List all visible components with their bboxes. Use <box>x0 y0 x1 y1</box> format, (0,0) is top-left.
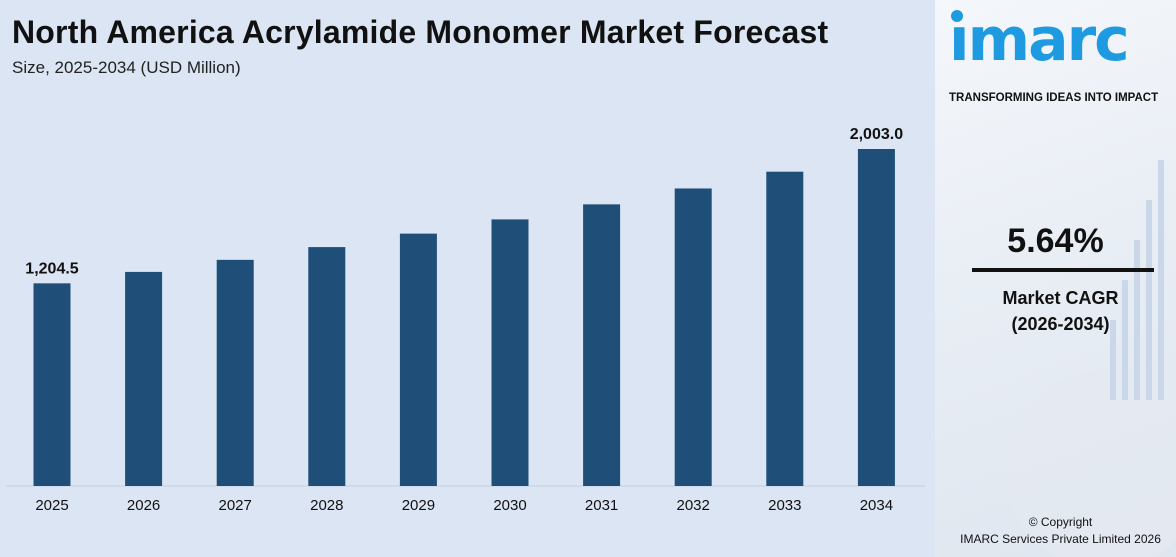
imarc-logo: ımarc <box>949 5 1130 75</box>
bar-2027 <box>216 259 254 486</box>
decorative-bars <box>1110 150 1170 400</box>
cagr-label-line1: Market CAGR <box>1002 288 1119 308</box>
cagr-label: Market CAGR (2026-2034) <box>935 285 1176 337</box>
bar-2031 <box>583 204 621 487</box>
x-tick-label-2026: 2026 <box>127 497 160 514</box>
cagr-divider <box>972 268 1154 272</box>
bar-2028 <box>308 247 346 486</box>
x-tick-label-2033: 2033 <box>768 497 801 514</box>
x-tick-label-2034: 2034 <box>860 497 893 514</box>
bar-2030 <box>491 219 529 486</box>
copyright: © Copyright IMARC Services Private Limit… <box>935 514 1176 548</box>
cagr-value: 5.64% <box>1007 222 1104 260</box>
data-label-2034: 2,003.0 <box>850 126 903 143</box>
x-tick-label-2028: 2028 <box>310 497 343 514</box>
x-tick-label-2031: 2031 <box>585 497 618 514</box>
data-label-2025: 1,204.5 <box>25 260 78 277</box>
bar-2029 <box>399 233 437 486</box>
x-tick-label-2025: 2025 <box>35 497 68 514</box>
x-tick-label-2027: 2027 <box>219 497 252 514</box>
bar-2033 <box>766 171 804 487</box>
bar-2025 <box>33 283 71 486</box>
bar-2026 <box>125 271 163 486</box>
copyright-line1: © Copyright <box>1028 515 1093 529</box>
chart-panel: North America Acrylamide Monomer Market … <box>0 0 935 557</box>
copyright-line2: IMARC Services Private Limited 2026 <box>960 532 1161 546</box>
bar-2034 <box>857 149 895 486</box>
logo-dot <box>951 10 963 22</box>
x-tick-label-2029: 2029 <box>402 497 435 514</box>
brand-tagline: TRANSFORMING IDEAS INTO IMPACT <box>949 92 1159 104</box>
bar-chart: 2025 2026 2027 2028 2029 2030 2031 2032 2033 2034… <box>6 126 925 514</box>
side-panel: ımarc TRANSFORMING IDEAS INTO IMPACT 5.6… <box>935 0 1176 557</box>
chart-title: North America Acrylamide Monomer Market … <box>12 14 829 50</box>
x-tick-label-2030: 2030 <box>493 497 526 514</box>
chart-subtitle: Size, 2025-2034 (USD Million) <box>12 58 241 77</box>
x-tick-label-2032: 2032 <box>677 497 710 514</box>
decorative-disc <box>1005 370 1176 557</box>
bar-2032 <box>674 188 712 486</box>
cagr-label-line2: (2026-2034) <box>1011 314 1110 334</box>
